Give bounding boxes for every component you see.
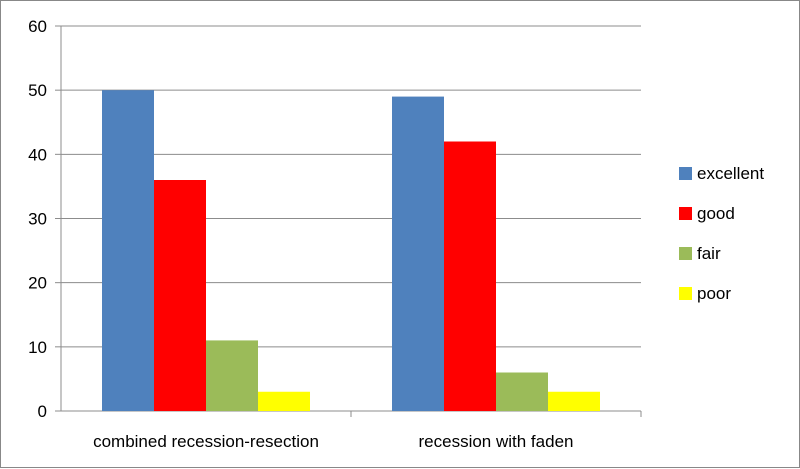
y-tick-label: 0 xyxy=(38,402,47,421)
legend: excellent good fair poor xyxy=(679,164,764,303)
x-category-label: combined recession-resection xyxy=(93,432,319,451)
bar-poor xyxy=(258,391,310,411)
legend-label: excellent xyxy=(697,164,764,183)
y-tick-label: 60 xyxy=(28,17,47,36)
bar-poor xyxy=(548,391,600,411)
legend-swatch xyxy=(679,287,692,300)
y-tick-label: 20 xyxy=(28,274,47,293)
y-tick-label: 10 xyxy=(28,338,47,357)
legend-label: good xyxy=(697,204,735,223)
x-category-label: recession with faden xyxy=(419,432,574,451)
legend-swatch xyxy=(679,167,692,180)
bar-fair xyxy=(496,372,548,411)
legend-swatch xyxy=(679,207,692,220)
bar-excellent xyxy=(102,90,154,412)
legend-swatch xyxy=(679,247,692,260)
legend-label: poor xyxy=(697,284,731,303)
bar-fair xyxy=(206,340,258,411)
bar-good xyxy=(444,141,496,411)
y-tick-label: 50 xyxy=(28,81,47,100)
y-tick-label: 40 xyxy=(28,145,47,164)
bars xyxy=(102,90,600,412)
bar-excellent xyxy=(392,96,444,411)
legend-label: fair xyxy=(697,244,721,263)
axis-labels: 0 10 20 30 40 50 60 combined recession-resectio… xyxy=(28,17,573,451)
bar-good xyxy=(154,180,206,411)
y-tick-label: 30 xyxy=(28,210,47,229)
